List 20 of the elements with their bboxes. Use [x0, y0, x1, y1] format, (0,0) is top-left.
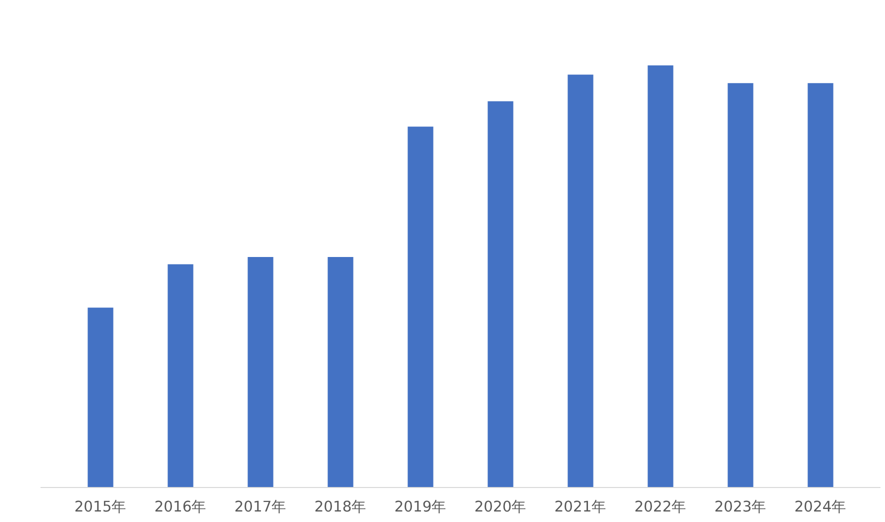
- x-tick-label: 2019年: [394, 498, 447, 516]
- bar: [568, 74, 594, 488]
- bar: [328, 257, 354, 488]
- bar: [408, 126, 434, 488]
- x-tick-label: 2021年: [554, 498, 607, 516]
- bar: [808, 83, 834, 488]
- x-tick-label: 2022年: [634, 498, 687, 516]
- bar: [88, 308, 114, 488]
- x-tick-label: 2016年: [154, 498, 207, 516]
- bar: [248, 257, 274, 488]
- bar: [728, 83, 754, 488]
- bar: [648, 65, 674, 488]
- x-tick-label: 2020年: [474, 498, 527, 516]
- x-tick-label: 2017年: [234, 498, 287, 516]
- x-tick-label: 2024年: [794, 498, 847, 516]
- x-tick-label: 2018年: [314, 498, 367, 516]
- x-tick-label: 2023年: [714, 498, 767, 516]
- bar: [168, 264, 194, 488]
- bar: [488, 101, 514, 488]
- x-tick-label: 2015年: [74, 498, 127, 516]
